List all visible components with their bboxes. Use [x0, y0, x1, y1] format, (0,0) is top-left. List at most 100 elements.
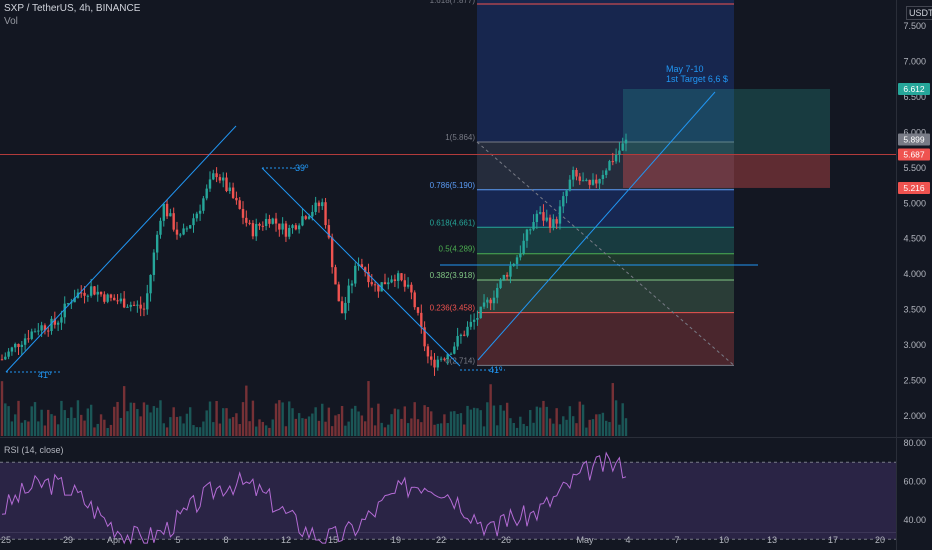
volume-bar	[241, 402, 245, 436]
volume-bar	[535, 406, 539, 436]
volume-bar	[581, 404, 585, 436]
candle-body	[496, 287, 499, 298]
candle-body	[66, 303, 70, 305]
candle-body	[446, 354, 449, 360]
candle-body	[225, 177, 228, 192]
rsi-band	[0, 462, 896, 540]
candle-body	[373, 284, 377, 286]
volume-bar	[17, 400, 20, 436]
volume-bar	[50, 414, 53, 436]
volume-bar	[611, 383, 614, 436]
time-tick: 8	[223, 535, 228, 545]
candle-body	[142, 308, 146, 310]
volume-bar	[228, 418, 232, 436]
time-tick: 29	[63, 535, 73, 545]
volume-bar	[595, 414, 598, 436]
volume-bar	[126, 411, 129, 436]
candle-body	[37, 330, 40, 332]
volume-bar	[439, 423, 443, 436]
volume-bar	[142, 402, 146, 436]
volume-bar	[555, 408, 558, 436]
volume-bar	[538, 407, 542, 436]
volume-bar	[367, 381, 370, 436]
candle-body	[185, 228, 189, 230]
volume-bar	[449, 411, 453, 436]
candle-body	[297, 225, 301, 230]
volume-bar	[509, 418, 512, 436]
candle-body	[463, 334, 466, 336]
rsi-tick: 60.00	[903, 477, 926, 487]
price-tick: 6.000	[903, 127, 926, 137]
candle-body	[4, 356, 7, 360]
volume-bar	[604, 420, 608, 436]
rsi-tick: 40.00	[903, 515, 926, 525]
candle-body	[354, 265, 357, 284]
volume-bar	[459, 413, 463, 436]
volume-bar	[499, 405, 502, 436]
angle-label-2: -39º	[292, 163, 309, 173]
candle-body	[33, 331, 37, 333]
candle-body	[215, 173, 218, 178]
volume-bar	[294, 418, 298, 436]
volume-bar	[542, 400, 545, 436]
volume-bar	[231, 417, 235, 436]
volume-bar	[248, 421, 251, 436]
volume-bar	[162, 423, 165, 436]
volume-bar	[370, 407, 373, 436]
volume-bar	[413, 402, 416, 436]
volume-bar	[291, 408, 294, 436]
volume-bar	[103, 419, 106, 436]
volume-bar	[222, 408, 225, 436]
candle-body	[416, 307, 420, 313]
candle-body	[515, 257, 519, 264]
time-tick: 4	[625, 535, 630, 545]
volume-bar	[96, 423, 99, 436]
price-label: 5.687	[903, 150, 925, 160]
candle-body	[202, 198, 205, 211]
volume-bar	[347, 421, 350, 436]
volume-bar	[548, 418, 552, 436]
candle-body	[103, 294, 106, 302]
volume-bar	[251, 400, 255, 436]
candle-body	[324, 202, 327, 226]
candle-body	[585, 179, 588, 181]
volume-bar	[129, 402, 132, 436]
candle-body	[403, 280, 406, 287]
volume-bar	[430, 411, 433, 436]
volume-bar	[446, 423, 449, 436]
candle-body	[575, 170, 578, 177]
volume-bar	[165, 427, 169, 436]
candle-body	[56, 322, 60, 325]
volume-bar	[519, 416, 522, 436]
candle-body	[119, 298, 123, 302]
volume-bar	[159, 400, 162, 436]
volume-bar	[363, 421, 367, 436]
volume-bar	[139, 416, 142, 436]
candle-body	[472, 319, 476, 322]
candle-body	[393, 279, 397, 281]
volume-bar	[492, 405, 496, 436]
candle-body	[423, 327, 426, 347]
candle-body	[492, 297, 496, 304]
volume-bar	[47, 409, 50, 436]
volume-bar	[271, 419, 274, 436]
volume-bar	[63, 410, 66, 436]
volume-bar	[208, 401, 212, 436]
volume-bar	[93, 427, 96, 436]
candle-body	[7, 351, 10, 357]
currency-label[interactable]: USDT	[906, 6, 932, 20]
price-tick: 2.000	[903, 411, 926, 421]
candle-body	[380, 282, 383, 292]
candle-body	[83, 292, 86, 296]
volume-bar	[99, 414, 103, 436]
volume-bar	[420, 422, 423, 436]
volume-bar	[426, 406, 430, 436]
volume-bar	[192, 425, 195, 436]
candle-body	[149, 274, 152, 294]
candle-body	[248, 222, 251, 224]
candle-body	[367, 272, 370, 283]
candle-body	[258, 223, 261, 226]
candle-body	[598, 179, 601, 184]
volume-bar	[393, 408, 397, 436]
